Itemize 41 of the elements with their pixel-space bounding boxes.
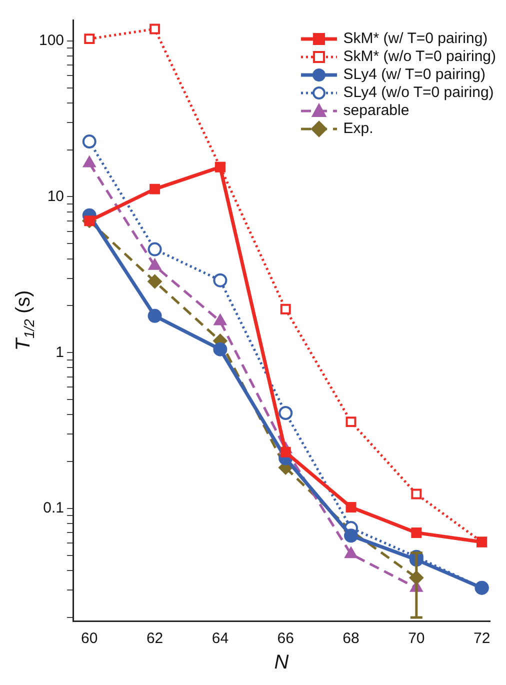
point xyxy=(344,528,358,543)
legend-label: SLy4 (w/ T=0 pairing) xyxy=(343,66,486,84)
point xyxy=(150,24,160,34)
x-tick-label: 60 xyxy=(81,630,98,648)
x-axis-title: N xyxy=(274,652,290,674)
point xyxy=(148,274,162,288)
y-tick-label: 1 xyxy=(56,344,64,361)
point xyxy=(346,416,356,428)
point xyxy=(84,216,95,226)
x-tick-label: 68 xyxy=(342,630,360,648)
point xyxy=(411,527,422,538)
point xyxy=(83,156,96,168)
x-tick-label: 70 xyxy=(408,630,425,648)
point xyxy=(213,273,228,288)
x-tick-label: 66 xyxy=(277,630,294,648)
x-tick-label: 62 xyxy=(146,630,164,648)
point xyxy=(214,314,226,326)
legend-label: Exp. xyxy=(343,120,374,138)
legend-label: separable xyxy=(343,102,410,120)
point xyxy=(148,258,161,270)
point xyxy=(280,304,291,314)
y-tick-label: 0.1 xyxy=(43,500,64,517)
point xyxy=(280,446,291,458)
point xyxy=(344,547,358,558)
point xyxy=(278,406,293,420)
point xyxy=(148,242,162,256)
point xyxy=(346,502,356,512)
x-tick-label: 72 xyxy=(473,630,490,648)
y-tick-label: 10 xyxy=(47,188,64,205)
x-tick-label: 64 xyxy=(212,630,229,648)
legend-label: SkM* (w/o T=0 pairing) xyxy=(343,48,496,66)
legend-label: SkM* (w/ T=0 pairing) xyxy=(343,30,488,48)
legend-label: SLy4 (w/o T=0 pairing) xyxy=(343,84,494,102)
point xyxy=(148,308,162,323)
y-tick-label: 100 xyxy=(38,32,64,49)
point xyxy=(411,488,422,500)
point xyxy=(213,342,228,356)
point xyxy=(82,134,96,149)
point xyxy=(84,34,95,44)
point xyxy=(150,184,160,194)
y-axis-title: T1/2 (s) xyxy=(12,290,37,351)
